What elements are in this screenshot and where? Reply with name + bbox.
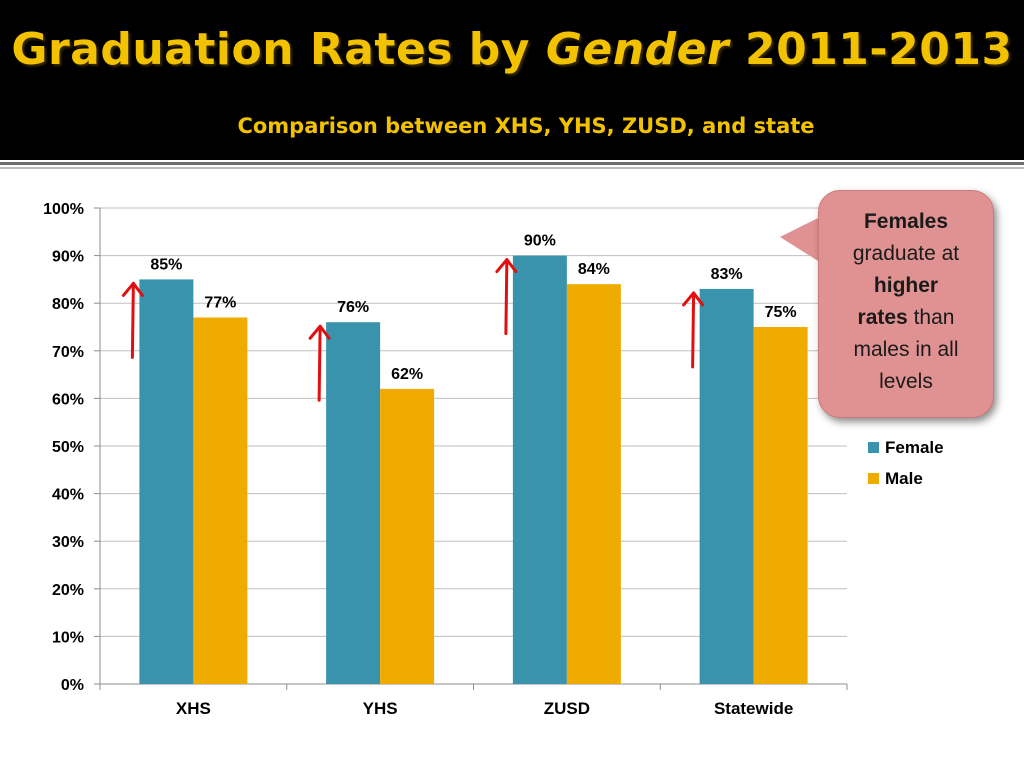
bar-female-yhs xyxy=(326,322,381,684)
slide-title: Graduation Rates by Gender 2011-2013 xyxy=(0,24,1024,75)
bar-female-xhs xyxy=(139,279,194,684)
legend-label-male: Male xyxy=(885,468,923,488)
x-category-label: XHS xyxy=(176,699,211,718)
x-category-label: Statewide xyxy=(714,699,793,718)
callout-line-4-bold: rates xyxy=(857,306,908,329)
y-tick-label: 90% xyxy=(52,249,84,266)
up-arrow-shaft xyxy=(691,291,696,369)
data-label: 85% xyxy=(150,256,182,273)
data-label: 84% xyxy=(578,261,610,278)
data-label: 75% xyxy=(765,304,797,321)
legend-label-female: Female xyxy=(885,437,944,457)
chart-legend: Female Male xyxy=(868,432,944,494)
y-tick-label: 80% xyxy=(52,296,84,313)
data-label: 83% xyxy=(711,266,743,283)
callout-line-4-rest: than xyxy=(907,306,955,329)
y-tick-label: 60% xyxy=(52,391,84,408)
header-divider-light xyxy=(0,167,1024,169)
title-part-2: 2011-2013 xyxy=(729,24,1013,75)
bar-male-zusd xyxy=(566,284,621,684)
data-label: 90% xyxy=(524,233,556,250)
bar-male-xhs xyxy=(193,317,248,684)
callout-line-5: males in all xyxy=(853,338,959,361)
up-arrow-shaft xyxy=(504,258,509,336)
callout-line-3: higher xyxy=(873,274,939,297)
bar-female-statewide xyxy=(699,288,754,684)
x-category-label: YHS xyxy=(363,699,398,718)
up-arrow-shaft xyxy=(317,324,322,402)
callout-line-1: Females xyxy=(863,210,949,233)
y-tick-label: 70% xyxy=(52,344,84,361)
legend-item-male: Male xyxy=(868,463,944,494)
slide-header xyxy=(0,0,1024,160)
up-arrow-head xyxy=(121,281,144,297)
up-arrow-head xyxy=(682,291,705,307)
y-tick-label: 30% xyxy=(52,534,84,551)
title-part-1: Graduation Rates by xyxy=(11,24,546,75)
legend-swatch-female xyxy=(868,442,879,453)
bar-male-yhs xyxy=(380,388,435,684)
callout-line-6: levels xyxy=(879,370,933,393)
y-tick-label: 50% xyxy=(52,439,84,456)
x-category-label: ZUSD xyxy=(544,699,590,718)
title-italic: Gender xyxy=(545,24,730,75)
data-label: 77% xyxy=(204,294,236,311)
y-tick-label: 40% xyxy=(52,487,84,504)
data-label: 62% xyxy=(391,366,423,383)
legend-item-female: Female xyxy=(868,432,944,463)
callout-box xyxy=(818,190,994,418)
bar-female-zusd xyxy=(512,255,567,684)
y-tick-label: 0% xyxy=(61,677,84,694)
y-tick-label: 100% xyxy=(43,201,84,218)
callout-text: Females graduate at higher rates than ma… xyxy=(818,206,994,398)
slide-subtitle: Comparison between XHS, YHS, ZUSD, and s… xyxy=(237,114,815,138)
y-tick-label: 10% xyxy=(52,629,84,646)
up-arrow-head xyxy=(308,324,331,340)
bar-male-statewide xyxy=(753,327,808,684)
up-arrow-shaft xyxy=(130,281,135,359)
y-tick-label: 20% xyxy=(52,582,84,599)
up-arrow-head xyxy=(495,258,518,274)
callout-line-2: graduate at xyxy=(852,242,960,265)
header-divider xyxy=(0,162,1024,165)
data-label: 76% xyxy=(337,299,369,316)
legend-swatch-male xyxy=(868,473,879,484)
